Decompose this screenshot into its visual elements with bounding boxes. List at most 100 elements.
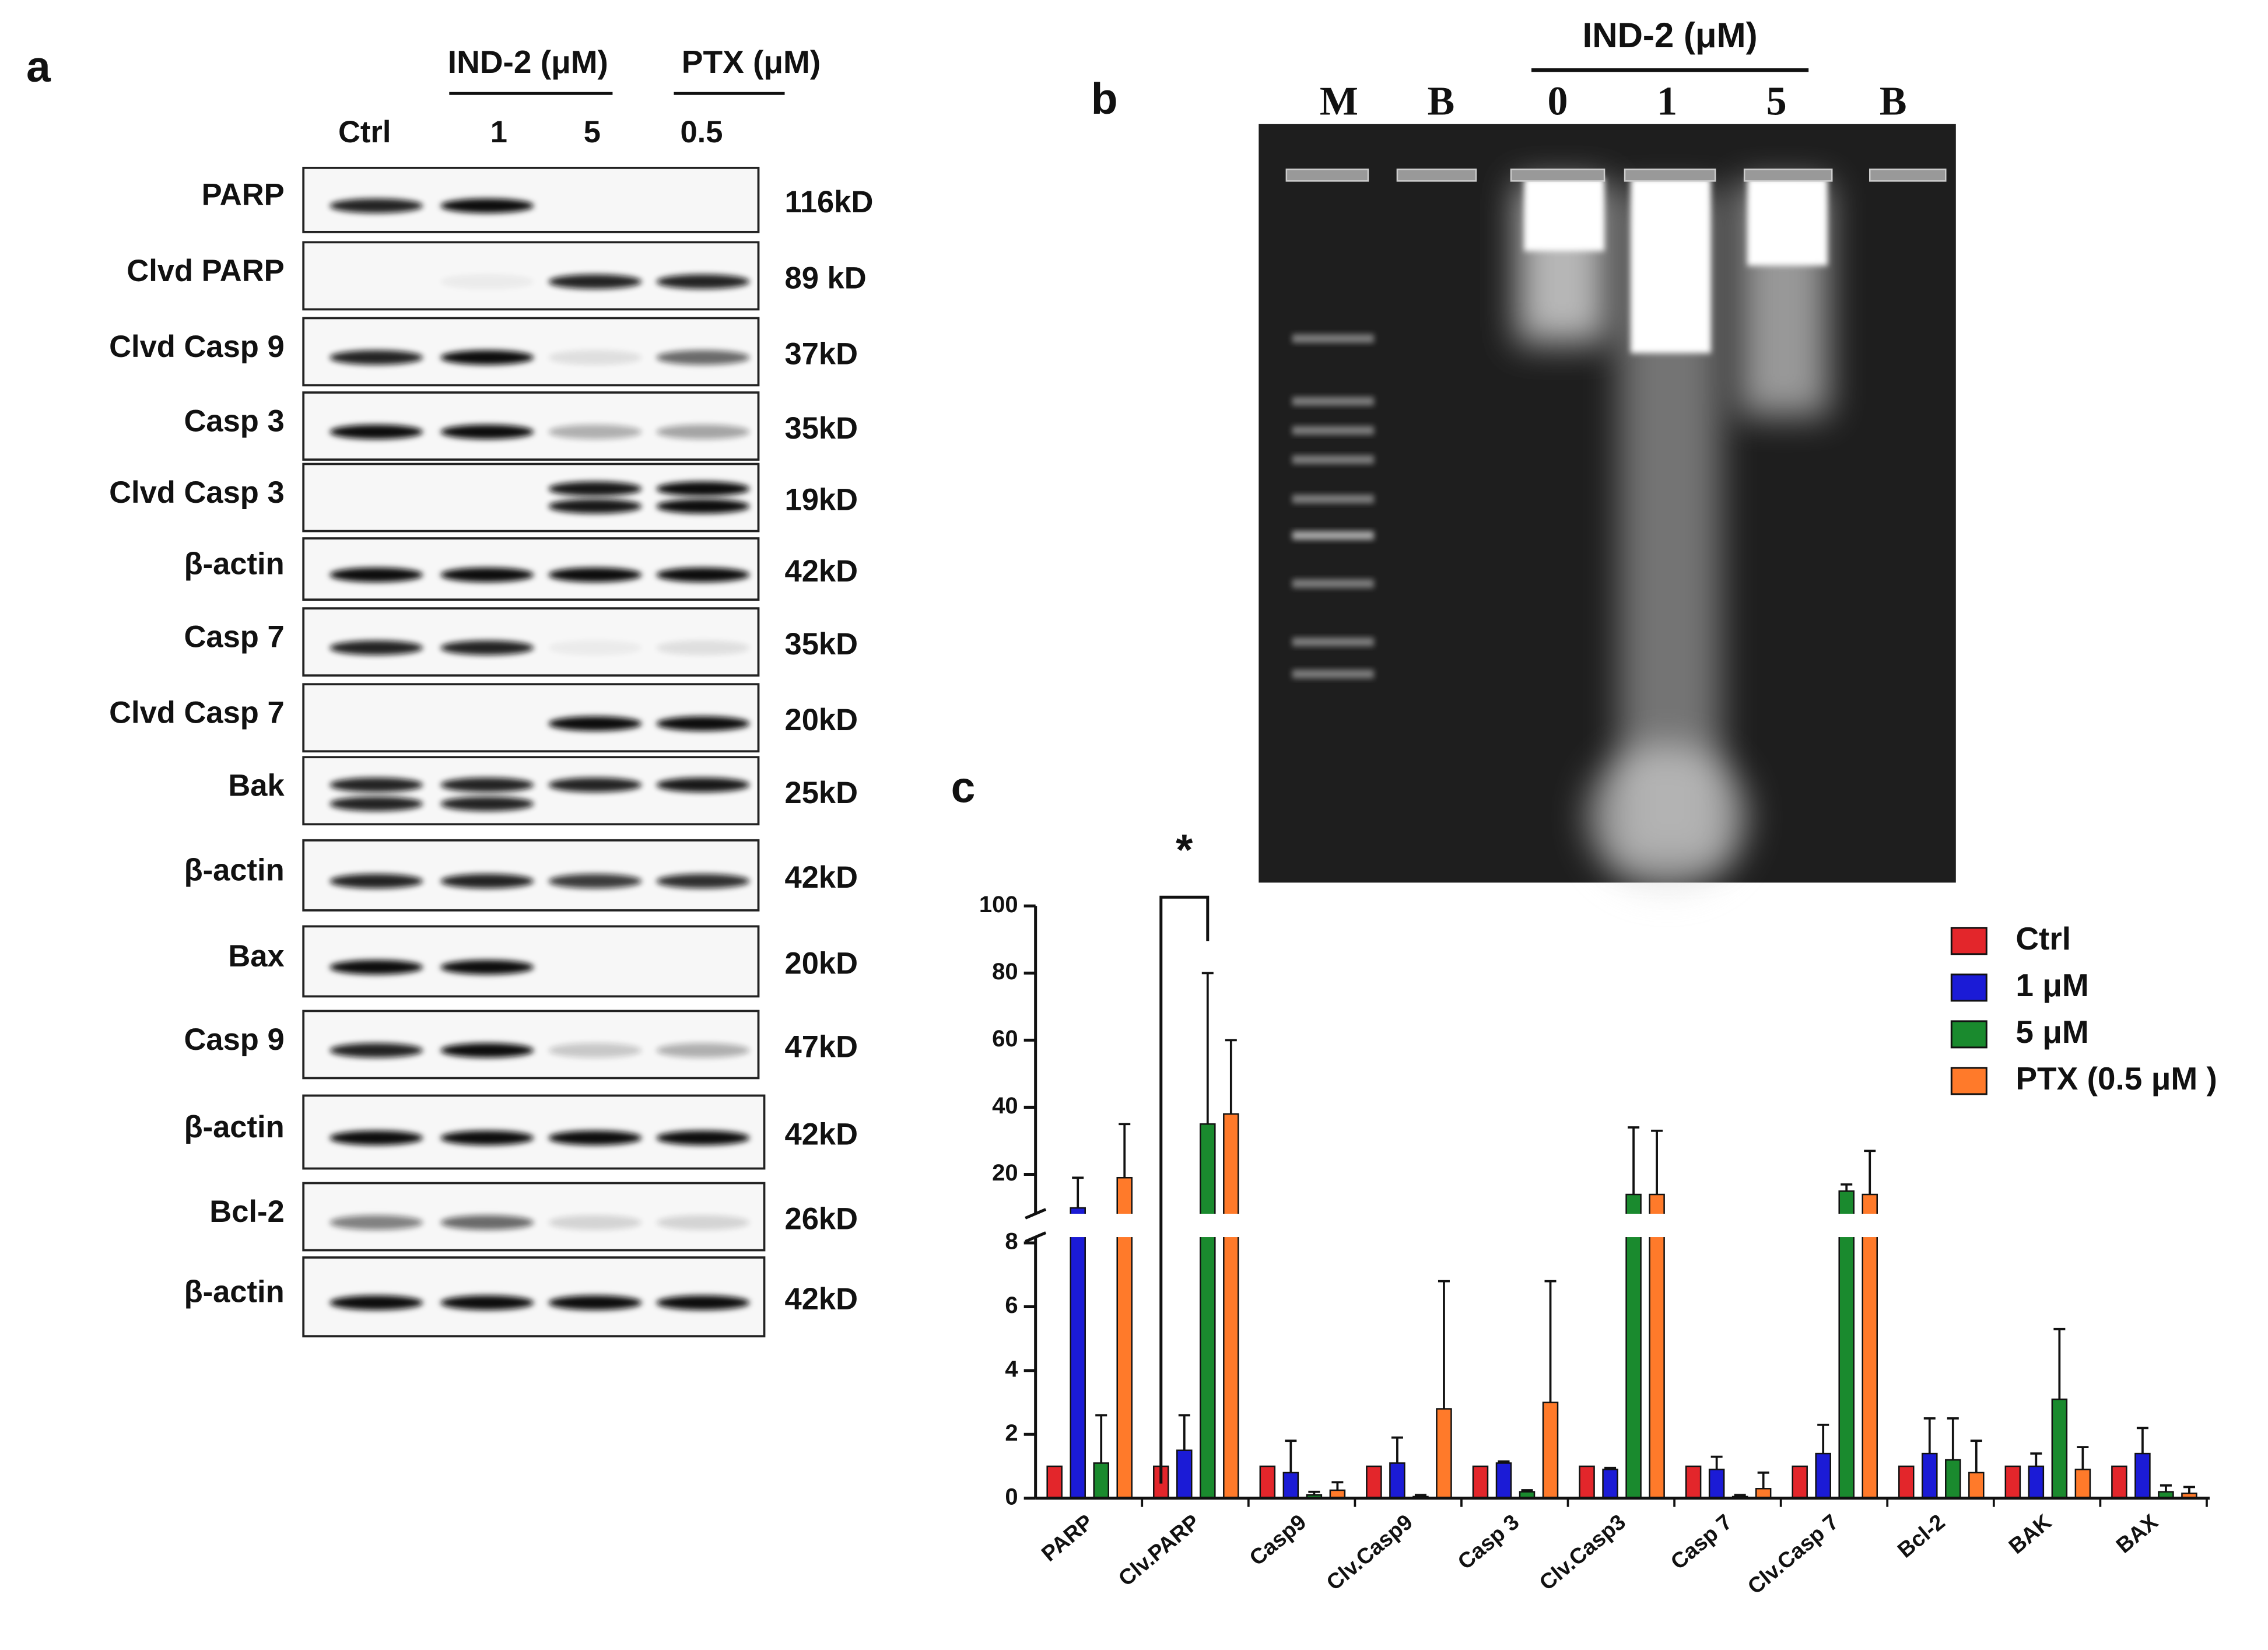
y-tick-label: 4	[1005, 1356, 1018, 1382]
y-tick-label: 80	[992, 959, 1018, 985]
x-tick-label: Casp9	[1245, 1509, 1310, 1571]
smear-bottom	[1587, 744, 1748, 890]
error-bar	[1498, 1460, 1510, 1463]
size-label: 19kD	[785, 482, 858, 517]
x-tick-label: Bcl-2	[1893, 1509, 1950, 1563]
ladder-band	[1292, 531, 1374, 540]
band	[329, 1215, 423, 1230]
well	[1285, 169, 1369, 182]
gel-lane-label: 5	[1766, 79, 1787, 124]
error-bar	[1544, 1280, 1557, 1403]
band	[440, 1215, 534, 1230]
size-label: 42kD	[785, 860, 858, 895]
band	[329, 640, 423, 656]
error-bar	[1734, 1494, 1746, 1497]
row-label: Clvd Casp 3	[109, 475, 285, 510]
band	[656, 350, 750, 365]
blot	[302, 463, 760, 533]
y-tick-label: 60	[992, 1026, 1018, 1052]
gel-lane-label: B	[1428, 79, 1455, 124]
x-tick-label: BAK	[2004, 1509, 2056, 1558]
bar	[1046, 1465, 1063, 1499]
axis-break-gap	[1026, 1214, 2210, 1238]
band	[329, 1295, 423, 1311]
bar	[2074, 1469, 2091, 1499]
band	[548, 874, 642, 889]
error-bar	[1095, 1414, 1107, 1463]
bar	[1625, 1193, 1642, 1499]
band	[656, 1043, 750, 1058]
error-bar	[2183, 1486, 2195, 1494]
row-label: β-actin	[184, 1110, 285, 1144]
band	[548, 424, 642, 439]
error-bar	[1651, 1129, 1663, 1194]
x-tick-label: BAX	[2111, 1509, 2162, 1558]
band	[440, 1295, 534, 1311]
bar	[1282, 1472, 1299, 1499]
size-label: 26kD	[785, 1201, 858, 1236]
size-label: 35kD	[785, 411, 858, 446]
gel-lane-label: M	[1320, 79, 1358, 124]
error-bar	[1225, 1039, 1237, 1114]
significance-mark: *	[1176, 825, 1193, 874]
bar	[2004, 1465, 2021, 1499]
legend-swatch	[1950, 1067, 1987, 1095]
legend-swatch	[1950, 927, 1987, 955]
error-bar	[1604, 1466, 1617, 1470]
x-tick-label: Clv.Casp 7	[1743, 1509, 1843, 1599]
band	[548, 350, 642, 365]
bar	[2134, 1452, 2151, 1499]
y-tick-label: 100	[979, 892, 1018, 917]
band	[329, 777, 423, 793]
bar	[1862, 1193, 1878, 1499]
band	[656, 1130, 750, 1145]
size-label: 20kD	[785, 703, 858, 737]
bar	[1495, 1462, 1512, 1499]
band	[440, 1130, 534, 1145]
well	[1743, 169, 1833, 182]
ladder-band	[1292, 426, 1374, 435]
lane-label: 0.5	[680, 115, 723, 149]
error-bar	[1201, 972, 1214, 1124]
legend-label: 1 μM	[2015, 967, 2088, 1003]
band	[329, 424, 423, 439]
band	[440, 640, 534, 656]
band	[329, 874, 423, 889]
gel-lane-label: B	[1880, 79, 1907, 124]
error-bar	[1923, 1417, 1936, 1454]
bar	[1968, 1472, 1985, 1499]
lane-label: Ctrl	[338, 115, 391, 149]
bar	[1792, 1465, 1808, 1499]
bar	[1093, 1462, 1109, 1499]
size-label: 42kD	[785, 1117, 858, 1151]
x-tick-label: Clv.PARP	[1114, 1509, 1204, 1591]
band	[548, 716, 642, 731]
row-label: Clvd Casp 7	[109, 696, 285, 730]
band	[440, 350, 534, 365]
x-tick-label: Clv.Casp9	[1321, 1509, 1417, 1595]
legend-swatch	[1950, 1020, 1987, 1049]
row-label: Bax	[228, 939, 284, 973]
error-bar	[1841, 1183, 1853, 1192]
band	[440, 959, 534, 975]
error-bar	[2160, 1484, 2172, 1492]
lane-label: 5	[584, 115, 601, 149]
band	[548, 499, 642, 514]
row-label: β-actin	[184, 1274, 285, 1309]
ladder-band	[1292, 495, 1374, 504]
x-tick-label: Casp 3	[1453, 1509, 1523, 1574]
size-label: 20kD	[785, 947, 858, 981]
bar	[1542, 1402, 1559, 1499]
band	[656, 499, 750, 514]
band	[548, 640, 642, 656]
bar	[1472, 1465, 1489, 1499]
error-bar	[1438, 1280, 1450, 1409]
band	[656, 567, 750, 583]
band	[656, 274, 750, 289]
bar	[1945, 1459, 1961, 1499]
band	[548, 481, 642, 496]
row-label: Clvd Casp 9	[109, 330, 285, 364]
band	[656, 1215, 750, 1230]
band	[656, 481, 750, 496]
